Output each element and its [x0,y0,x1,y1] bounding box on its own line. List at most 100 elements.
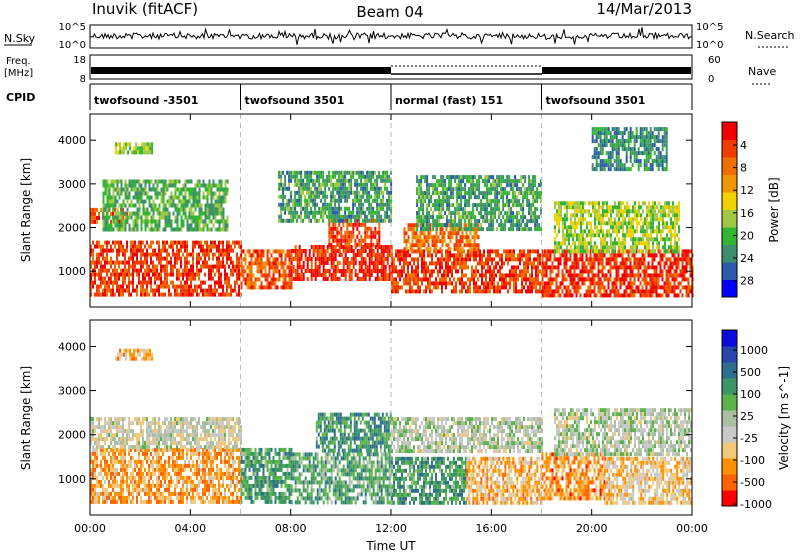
heatmap-cell [114,187,117,192]
heatmap-cell [399,261,401,266]
heatmap-cell [643,277,646,282]
heatmap-cell [492,215,495,220]
heatmap-cell [567,273,570,278]
heatmap-cell [526,223,529,228]
heatmap-cell [210,211,213,216]
heatmap-cell [222,215,225,220]
heatmap-cell [176,211,179,216]
heatmap-cell [296,253,299,257]
heatmap-cell [200,284,202,289]
heatmap-cell [288,253,291,258]
heatmap-cell [539,285,541,290]
heatmap-cell [244,261,247,266]
heatmap-cell [134,260,136,265]
heatmap-cell [564,225,566,230]
heatmap-cell [170,256,172,261]
heatmap-cell [112,203,115,208]
heatmap-cell [146,240,148,245]
heatmap-cell [534,219,537,224]
heatmap-cell [497,285,499,290]
heatmap-cell [560,209,562,214]
heatmap-cell [395,249,397,254]
heatmap-cell [214,288,216,293]
heatmap-cell [439,261,441,266]
heatmap-cell [401,265,403,270]
heatmap-cell [316,190,319,195]
heatmap-cell [142,260,144,265]
heatmap-cell [473,235,476,240]
heatmap-cell [427,281,429,286]
heatmap-cell [578,221,580,226]
heatmap-cell [294,273,297,277]
heatmap-cell [561,281,564,286]
heatmap-cell [115,142,118,147]
heatmap-cell [102,223,105,228]
heatmap-cell [170,223,173,228]
heatmap-cell [114,199,117,204]
heatmap-cell [448,175,451,180]
heatmap-cell [144,260,146,265]
heatmap-cell [596,245,598,250]
heatmap-cell [533,257,535,262]
heatmap-cell [403,257,405,262]
heatmap-cell [621,277,624,282]
heatmap-cell [110,223,113,228]
heatmap-cell [130,292,132,297]
heatmap-cell [230,244,232,249]
heatmap-cell [545,253,548,258]
heatmap-cell [411,289,413,294]
heatmap-cell [148,195,151,200]
heatmap-cell [584,237,586,242]
heatmap-cell [537,257,539,262]
heatmap-cell [673,289,676,294]
heatmap-cell [166,268,168,273]
heatmap-cell [556,249,558,254]
heatmap-cell [192,268,194,273]
heatmap-cell [433,243,436,248]
heatmap-cell [346,226,349,231]
heatmap-cell [206,292,208,297]
heatmap-cell [142,179,145,184]
heatmap-cell [158,240,160,245]
heatmap-cell [514,203,517,208]
heatmap-cell [472,175,475,180]
heatmap-cell [358,214,361,219]
heatmap-cell [338,277,341,281]
heatmap-cell [356,234,359,239]
heatmap-cell [388,206,391,211]
heatmap-cell [594,209,596,214]
heatmap-cell [623,281,626,286]
heatmap-cell [228,284,230,289]
heatmap-cell [358,210,361,215]
heatmap-cell [479,273,481,278]
heatmap-cell [354,273,357,277]
heatmap-cell [162,211,165,216]
heatmap-cell [364,269,367,273]
heatmap-cell [266,285,269,290]
heatmap-cell [100,252,102,257]
heatmap-cell [391,277,393,282]
heatmap-cell [547,293,550,298]
heatmap-cell [449,277,451,282]
heatmap-cell [136,187,139,192]
heatmap-cell [224,191,227,196]
heatmap-cell [288,281,291,286]
heatmap-cell [226,284,228,289]
heatmap-cell [520,219,523,224]
heatmap-cell [541,273,544,278]
heatmap-cell [362,257,365,261]
heatmap-cell [481,289,483,294]
heatmap-cell [152,227,155,232]
heatmap-cell [415,239,418,244]
heatmap-cell [532,219,535,224]
heatmap-cell [519,257,521,262]
heatmap-cell [663,285,666,290]
heatmap-cell [350,261,353,265]
heatmap-cell [460,175,463,180]
heatmap-cell [326,277,329,281]
heatmap-cell [100,268,102,273]
heatmap-cell [120,244,122,249]
heatmap-cell [671,265,674,270]
heatmap-cell [470,211,473,216]
